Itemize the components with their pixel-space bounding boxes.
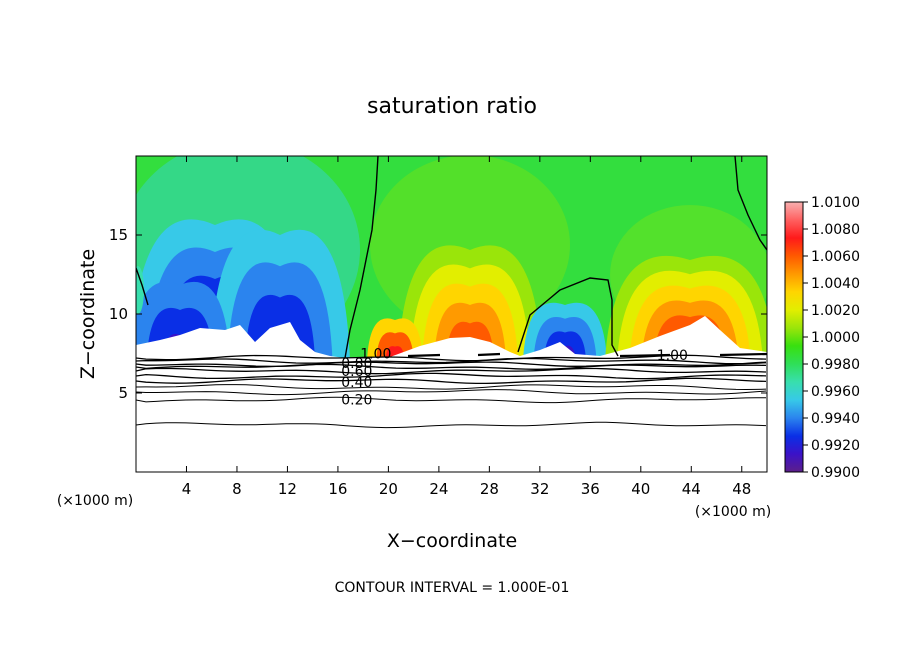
contour-label: 0.80 [341,356,372,372]
contour-label: 1.00 [657,348,688,364]
contour-lines [136,156,767,429]
colorbar-label: 1.0020 [811,303,860,319]
y-tick-label: 5 [118,384,128,402]
x-unit-right: (×1000 m) [695,504,771,520]
saturation-field [136,156,767,472]
colorbar-label: 1.0000 [811,330,860,346]
y-tick-label: 15 [109,226,128,244]
colorbar-label: 0.9960 [811,384,860,400]
x-tick-label: 36 [581,480,600,498]
x-tick-label: 8 [232,480,242,498]
contour-interval-note: CONTOUR INTERVAL = 1.000E-01 [335,580,570,596]
colorbar-label: 0.9940 [811,411,860,427]
contour-label: 0.20 [341,392,372,408]
x-tick-label: 40 [631,480,650,498]
contour-line-1.00 [407,352,767,358]
x-tick-label: 32 [530,480,549,498]
chart-title: saturation ratio [367,94,537,119]
x-tick-label: 12 [278,480,297,498]
y-axis-label: Z−coordinate [77,249,99,379]
colorbar-label: 0.9920 [811,438,860,454]
y-tick-label: 10 [109,305,128,323]
contour-line-1.00 [517,277,619,357]
colorbar-label: 0.9900 [811,465,860,481]
x-tick-label: 24 [429,480,448,498]
colorbar-label: 1.0100 [811,195,860,211]
contour-line [136,384,767,391]
contour-line [136,421,767,429]
contour-line [136,363,767,370]
contour-line [136,357,767,365]
colorbar-label: 1.0060 [811,249,860,265]
contour-line-1.00 [344,156,379,359]
contour-labels: 1.000.800.600.400.201.00 [341,347,688,409]
x-unit-left: (×1000 m) [57,493,133,509]
colorbar-bar [784,201,804,473]
plot-area [136,156,767,472]
contour-label: 0.60 [341,364,372,380]
x-tick-label: 28 [480,480,499,498]
colorbar-label: 1.0040 [811,276,860,292]
contour-line [136,389,767,396]
lower-region [136,358,767,472]
contour-label: 0.40 [341,375,372,391]
contour-line [136,396,766,404]
colorbar-label: 1.0080 [811,222,860,238]
contour-line [136,377,767,385]
dry-region [136,266,144,314]
contour-line [136,367,767,375]
x-axis-ticks: 4 8 12 16 20 24 28 32 36 40 44 48 [182,156,751,498]
x-tick-label: 44 [682,480,701,498]
contour-line [136,361,767,368]
y-axis-ticks: 5 10 15 [109,226,767,402]
x-tick-label: 16 [328,480,347,498]
colorbar-labels: 0.9900 0.9920 0.9940 0.9960 0.9980 1.0000 1.00… [803,195,860,481]
colorbar-label: 0.9980 [811,357,860,373]
contour-line-1.00 [734,156,767,251]
terrain-cap [136,316,767,360]
colorbar: 0.9900 0.9920 0.9940 0.9960 0.9980 1.0000 1.00… [784,195,860,481]
contour-line-1.00 [136,267,149,306]
x-axis-label: X−coordinate [387,530,517,552]
x-tick-label: 20 [379,480,398,498]
contour-label: 1.00 [360,347,391,363]
contour-line [136,372,767,380]
x-tick-label: 4 [182,480,192,498]
x-tick-label: 48 [732,480,751,498]
